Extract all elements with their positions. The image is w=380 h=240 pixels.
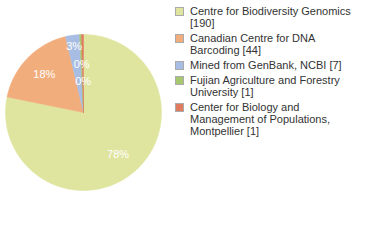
html-text:Fujian Agriculture and Forestr: Fujian Agriculture and Forestry Universi… — [190, 74, 340, 98]
svg-text:78%: 78% — [107, 148, 129, 160]
html-text:Mined from GenBank, NCBI [7]: Mined from GenBank, NCBI [7] — [190, 59, 342, 71]
html-text:Canadian Centre for DNA Barcod: Canadian Centre for DNA Barcoding [44] — [190, 32, 315, 56]
html-text:Centre for Biodiversity Genomi: Centre for Biodiversity Genomics [190] — [190, 5, 351, 29]
svg-text:0%: 0% — [75, 75, 91, 87]
svg-text:0%: 0% — [74, 58, 90, 70]
html-text:Center for Biology and Managem: Center for Biology and Management of Pop… — [190, 101, 330, 137]
svg-text:18%: 18% — [33, 68, 55, 80]
svg-text:3%: 3% — [66, 40, 82, 52]
